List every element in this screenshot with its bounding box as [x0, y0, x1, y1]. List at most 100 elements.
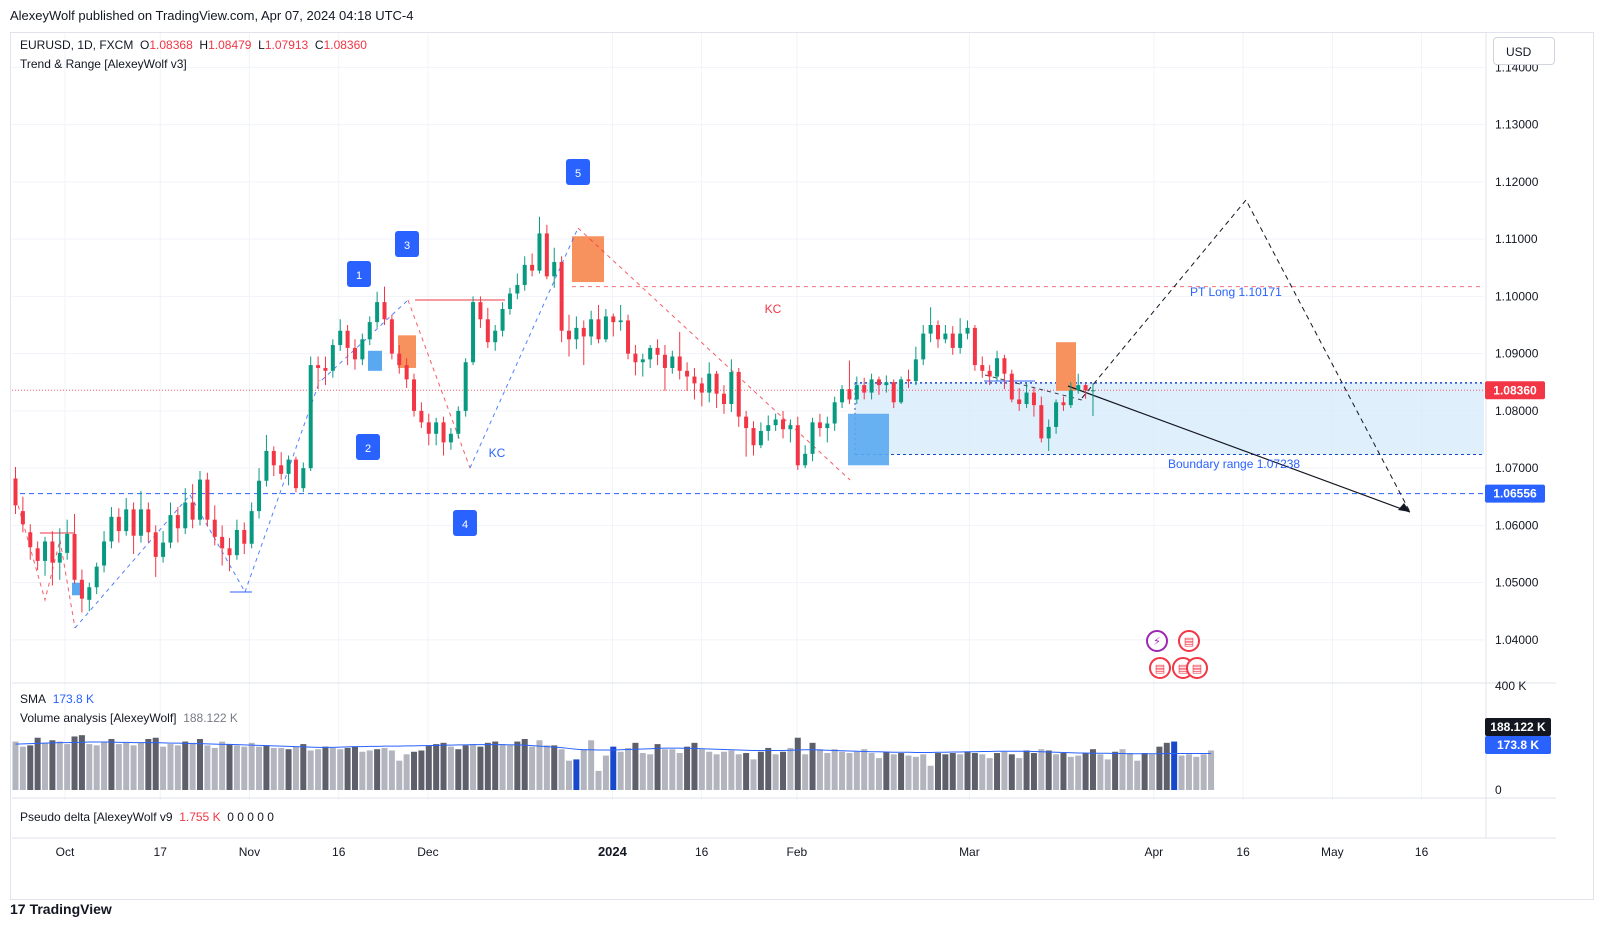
candle: [375, 291, 380, 328]
wave-label-badge: [453, 510, 477, 536]
wave-label-badge: [347, 261, 371, 287]
wave-label-2: [356, 434, 380, 460]
sma-legend[interactable]: SMA 173.8 K: [20, 690, 94, 708]
close-label: C: [314, 38, 324, 52]
volume-legend[interactable]: Volume analysis [AlexeyWolf] 188.122 K: [20, 709, 238, 727]
candle-body: [1009, 373, 1014, 400]
volume-bar: [174, 745, 181, 790]
volume-bar: [529, 746, 536, 790]
candle-body: [257, 480, 262, 512]
currency-button[interactable]: USD: [1493, 37, 1555, 65]
volume-tag: [1485, 718, 1551, 736]
candle: [515, 273, 520, 300]
sma-value: 173.8 K: [52, 692, 95, 706]
wave-label-text: 5: [575, 168, 581, 180]
candle-body: [220, 536, 225, 549]
candle: [1061, 396, 1066, 411]
candle-body: [116, 516, 121, 532]
candle: [153, 525, 158, 577]
volume-bar: [300, 744, 307, 790]
candle: [773, 413, 778, 431]
candle: [456, 406, 461, 439]
candle: [928, 307, 933, 343]
candle-body: [242, 529, 247, 544]
wave-label-text: 3: [404, 240, 410, 252]
candle: [190, 484, 195, 529]
volume-bar: [411, 751, 418, 790]
wave-label-text: 1: [356, 270, 362, 282]
supply-box: [1056, 342, 1076, 391]
volume-bar: [802, 754, 809, 790]
candle: [286, 455, 291, 486]
kc-label: KC: [765, 302, 782, 316]
candle-body: [1068, 390, 1073, 406]
candle: [1068, 382, 1073, 409]
candle: [825, 416, 830, 443]
candle: [795, 416, 800, 470]
candle-body: [1046, 426, 1051, 439]
volume-bar: [115, 744, 122, 790]
volume-bar: [337, 749, 344, 790]
volume-bar: [661, 749, 668, 790]
candle-body: [965, 327, 970, 334]
volume-bar: [447, 746, 454, 790]
candle-body: [389, 319, 394, 354]
indicator-legend[interactable]: Trend & Range [AlexeyWolf v3]: [20, 55, 187, 73]
candle-body: [530, 264, 535, 271]
candle-body: [662, 354, 667, 368]
candle: [699, 377, 704, 407]
volume-bar: [366, 750, 373, 790]
volume-bar: [381, 747, 388, 790]
supply-box: [398, 335, 416, 368]
candle-body: [375, 302, 380, 323]
volume-bar: [558, 749, 565, 790]
wave-label-text: 2: [365, 443, 371, 455]
us-flag-icon: ▤: [1178, 630, 1200, 652]
candle: [618, 304, 623, 331]
candle: [832, 396, 837, 431]
candle: [640, 353, 645, 377]
volume-bar: [957, 754, 964, 790]
volume-bar: [137, 742, 144, 790]
volume-bar: [994, 753, 1001, 790]
candle: [567, 314, 571, 357]
candle: [94, 562, 99, 595]
candle-body: [43, 541, 48, 561]
volume-bar: [248, 742, 255, 790]
candle: [198, 471, 202, 526]
volume-bar: [241, 746, 248, 790]
candle: [980, 356, 985, 378]
tradingview-logo[interactable]: 17 TradingView: [10, 901, 112, 917]
volume-bar: [713, 754, 720, 790]
projection-arrowhead: [1398, 503, 1410, 512]
candle: [72, 513, 77, 584]
wave-label-4: [453, 510, 477, 536]
candle-body: [640, 359, 645, 363]
volume-bar: [898, 753, 905, 790]
candle: [522, 256, 527, 291]
candle-body: [146, 509, 151, 533]
candle: [692, 367, 697, 400]
candle: [131, 502, 136, 555]
delta-legend[interactable]: Pseudo delta [AlexeyWolf v9 1.755 K 0 0 …: [20, 808, 274, 826]
candle: [936, 320, 940, 348]
volume-bar: [152, 737, 159, 790]
candle: [1009, 369, 1014, 403]
candle: [138, 491, 143, 543]
x-tick-label: May: [1321, 845, 1344, 859]
candle-body: [972, 327, 977, 366]
event-icon-glyph: ▤: [1178, 662, 1188, 675]
candle-body: [28, 532, 33, 548]
price-tag-label: 1.06556: [1493, 487, 1537, 501]
volume-bar: [34, 737, 41, 790]
candle-body: [360, 339, 365, 360]
candle-body: [574, 327, 579, 340]
candle-body: [810, 422, 815, 454]
volume-bar: [1067, 756, 1074, 790]
volume-bar: [588, 740, 595, 790]
candle-body: [1002, 358, 1007, 374]
candle: [257, 468, 262, 519]
candle: [382, 286, 387, 326]
high-value: 1.08479: [208, 38, 252, 52]
